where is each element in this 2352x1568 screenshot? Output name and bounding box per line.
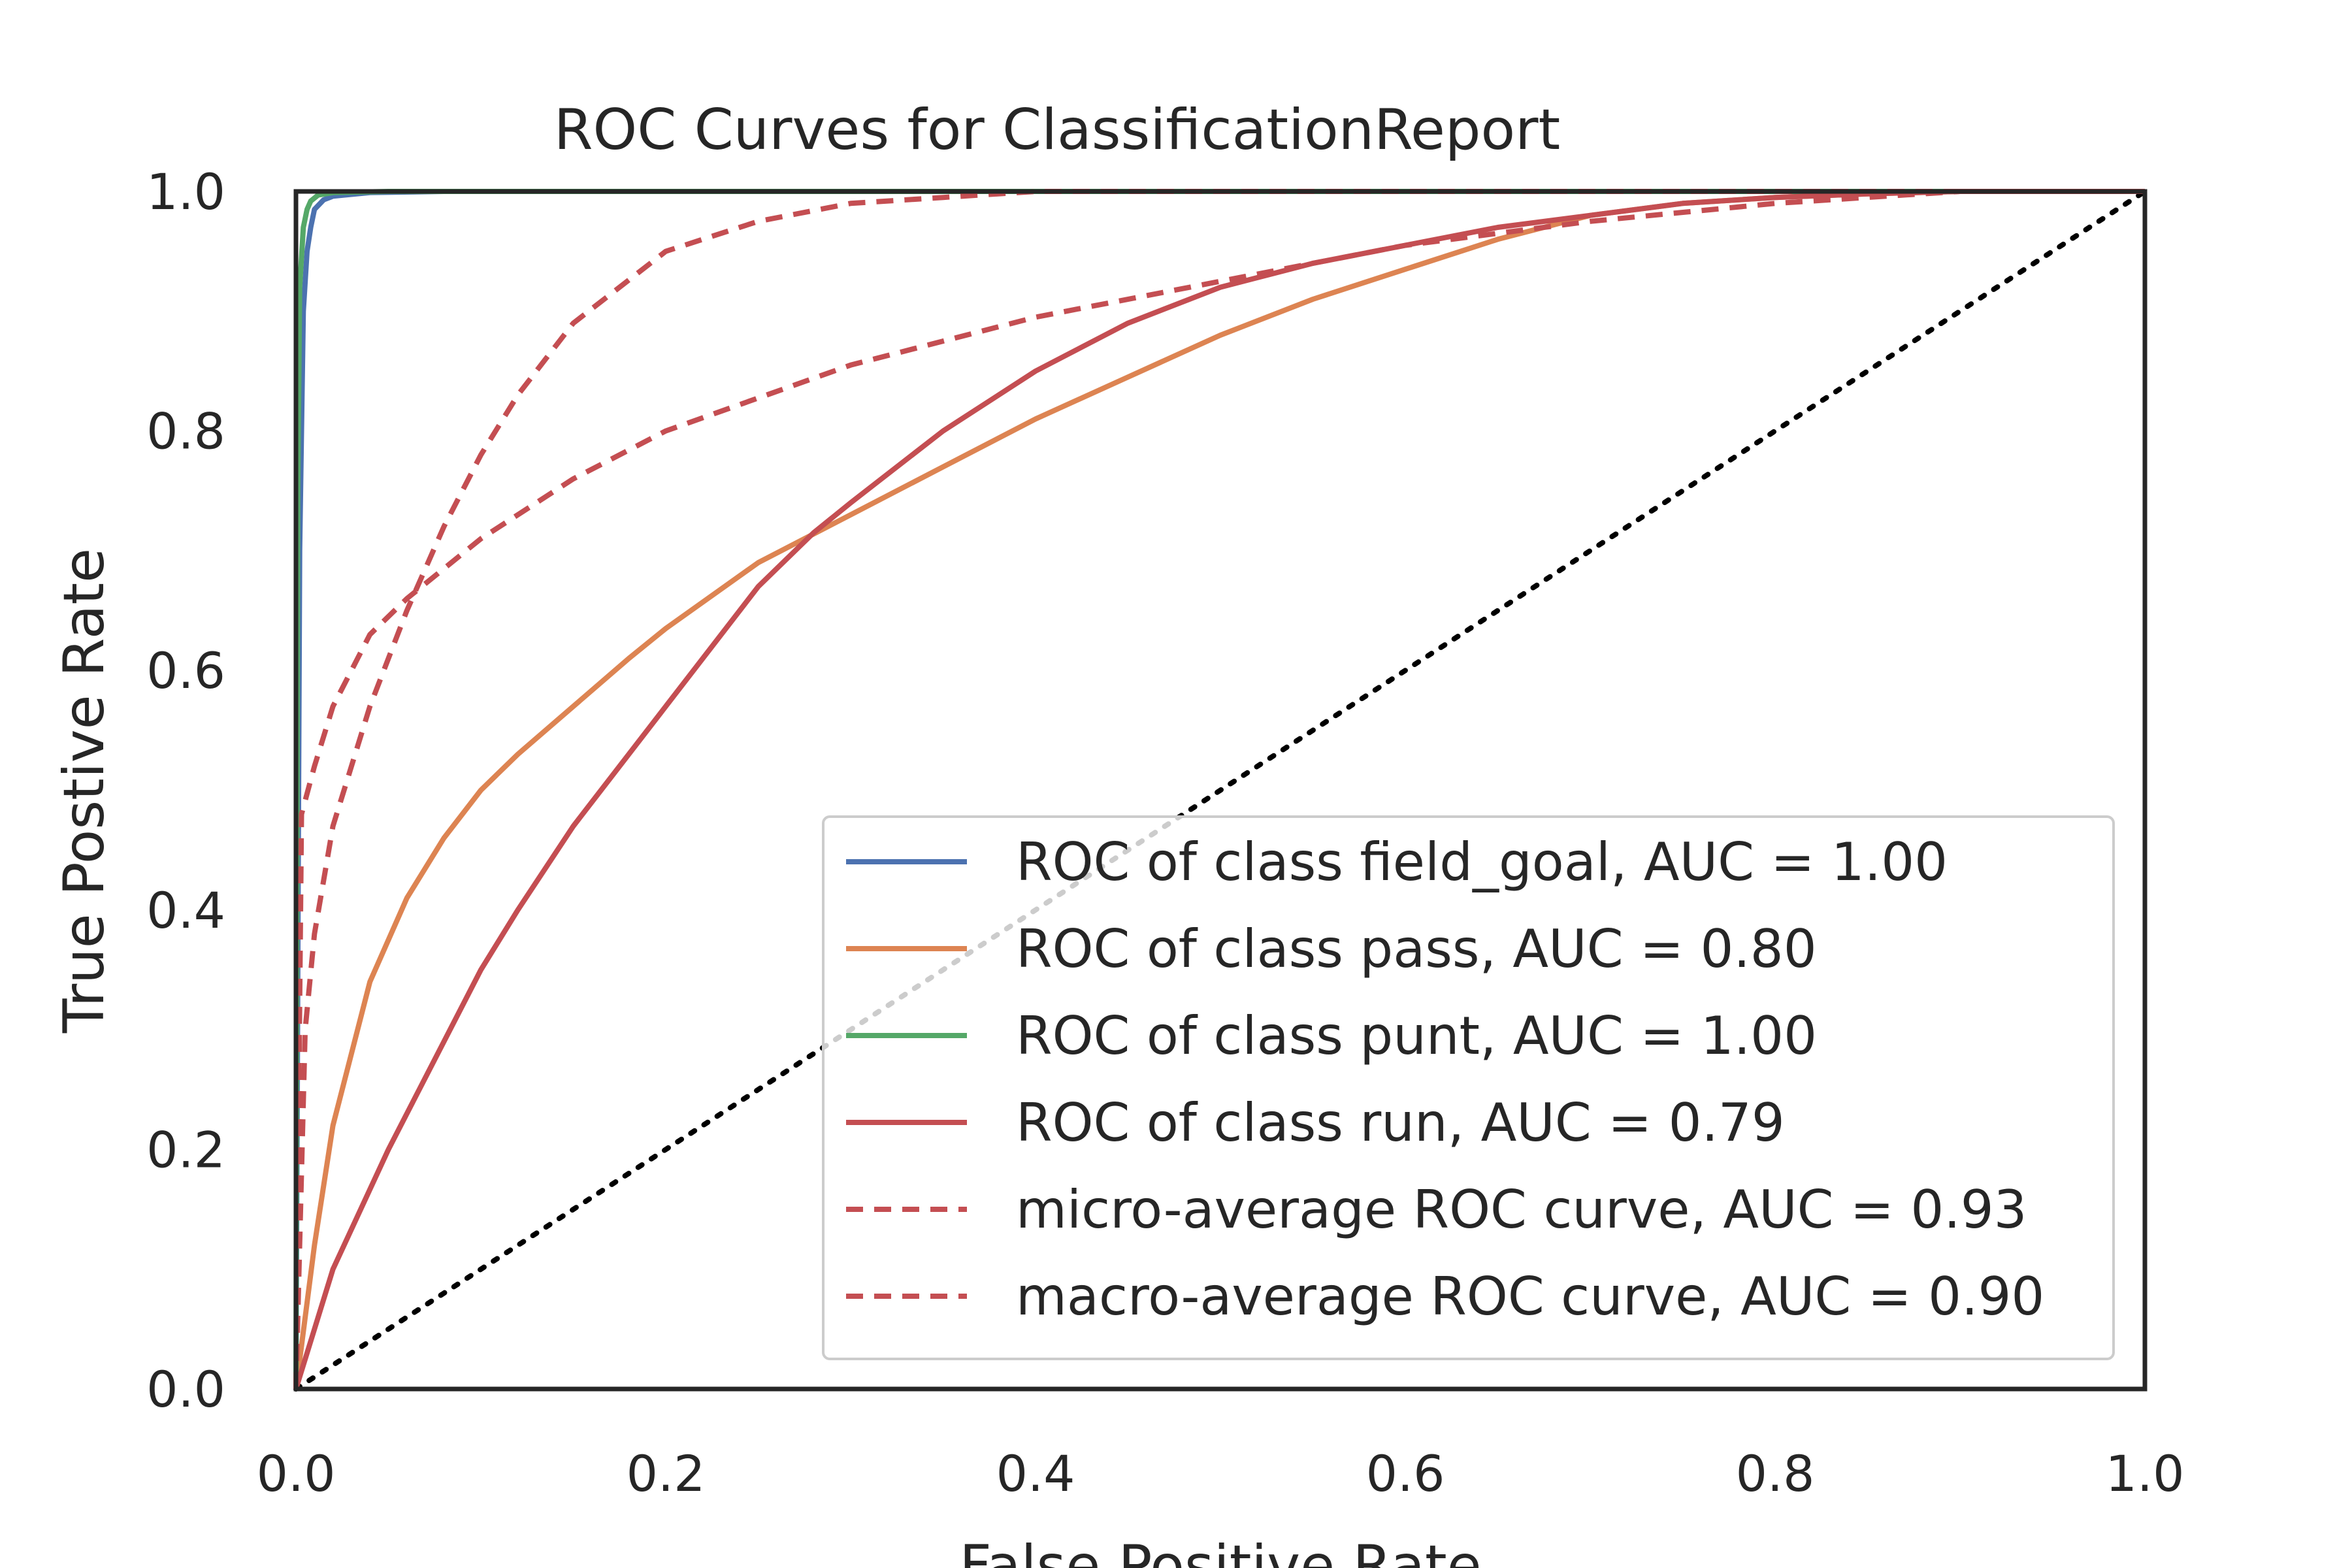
x-tick-label: 0.0: [257, 1445, 336, 1503]
legend-label: macro-average ROC curve, AUC = 0.90: [1016, 1266, 2044, 1327]
legend-label: ROC of class punt, AUC = 1.00: [1016, 1005, 1817, 1066]
x-axis-label: False Positive Rate: [959, 1533, 1481, 1568]
legend-box: [822, 815, 2115, 1360]
legend-label: ROC of class pass, AUC = 0.80: [1016, 919, 1817, 979]
chart-title: ROC Curves for ClassificationReport: [554, 97, 1560, 163]
y-tick-label: 0.0: [146, 1360, 225, 1418]
x-tick-label: 0.2: [627, 1445, 706, 1503]
diagonal-reference-line: [293, 189, 2148, 1392]
y-tick-labels: 0.0 0.2 0.4 0.6 0.8 1.0: [146, 163, 225, 1418]
legend: ROC of class field_goal, AUC = 1.00 ROC o…: [822, 815, 2115, 1360]
legend-label: micro-average ROC curve, AUC = 0.93: [1016, 1179, 2027, 1240]
y-tick-label: 0.8: [146, 402, 225, 461]
legend-items: ROC of class field_goal, AUC = 1.00 ROC o…: [846, 832, 2044, 1327]
y-tick-label: 0.2: [146, 1120, 225, 1179]
plot-frame: [293, 189, 2148, 1392]
legend-label: ROC of class run, AUC = 0.79: [1016, 1092, 1785, 1153]
series-line-roc-of-class-run: [293, 189, 2145, 1390]
legend-label: ROC of class field_goal, AUC = 1.00: [1016, 832, 1948, 892]
y-tick-label: 1.0: [146, 163, 225, 221]
x-tick-labels: 0.0 0.2 0.4 0.6 0.8 1.0: [257, 1445, 2185, 1503]
x-tick-label: 0.4: [996, 1445, 1075, 1503]
series-line-macro-average-roc-curve: [293, 189, 2145, 1390]
y-tick-label: 0.6: [146, 642, 225, 700]
x-tick-label: 1.0: [2106, 1445, 2185, 1503]
y-tick-label: 0.4: [146, 881, 225, 939]
x-tick-label: 0.6: [1366, 1445, 1445, 1503]
x-tick-label: 0.8: [1736, 1445, 1815, 1503]
y-axis-label: True Postive Rate: [52, 548, 117, 1034]
